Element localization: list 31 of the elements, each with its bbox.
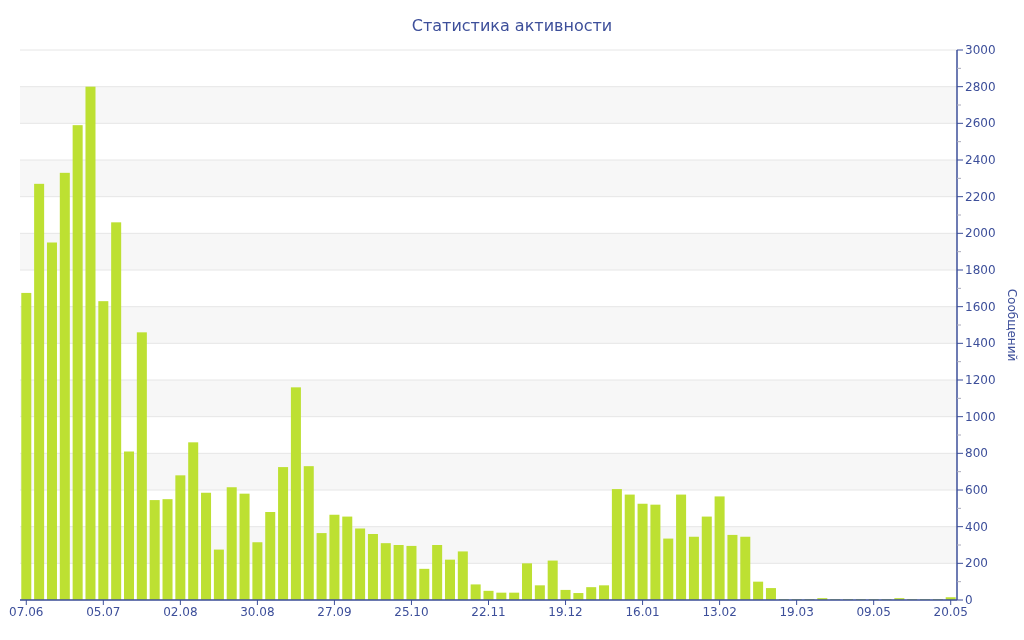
chart-title: Статистика активности xyxy=(411,16,613,35)
y-tick-label: 800 xyxy=(965,446,988,461)
y-tick-label: 2200 xyxy=(965,189,996,204)
x-tick-label: 05.07 xyxy=(86,605,121,619)
y-tick-label: 1800 xyxy=(965,263,996,277)
y-tick-label: 1600 xyxy=(965,299,996,314)
y-tick-label: 2400 xyxy=(965,153,996,167)
y-axis-title: Сообщений xyxy=(1005,288,1019,362)
y-tick-label: 2600 xyxy=(965,116,996,131)
y-tick-label: 1400 xyxy=(965,336,996,351)
x-tick-label: 02.08 xyxy=(163,605,198,619)
x-tick-label: 09.05 xyxy=(856,605,891,619)
y-tick-label: 200 xyxy=(965,556,988,571)
y-tick-label: 600 xyxy=(965,483,988,497)
y-tick-label: 400 xyxy=(965,519,988,534)
y-tick-label: 3000 xyxy=(965,43,996,57)
x-tick-label: 07.06 xyxy=(9,605,44,619)
y-tick-label: 1000 xyxy=(965,409,996,424)
x-tick-label: 20.05 xyxy=(933,605,968,619)
x-tick-label: 19.12 xyxy=(548,605,583,619)
x-tick-label: 27.09 xyxy=(317,605,352,619)
x-tick-label: 22.11 xyxy=(471,605,506,619)
y-tick-label: 2800 xyxy=(965,79,996,94)
x-tick-label: 19.03 xyxy=(779,605,814,619)
x-tick-label: 16.01 xyxy=(625,605,660,619)
y-tick-label: 2000 xyxy=(965,226,996,241)
x-tick-label: 30.08 xyxy=(240,605,275,619)
x-tick-label: 13.02 xyxy=(702,605,737,619)
y-tick-label: 0 xyxy=(965,593,973,607)
x-tick-label: 25.10 xyxy=(394,605,429,619)
y-tick-label: 1200 xyxy=(965,373,996,387)
